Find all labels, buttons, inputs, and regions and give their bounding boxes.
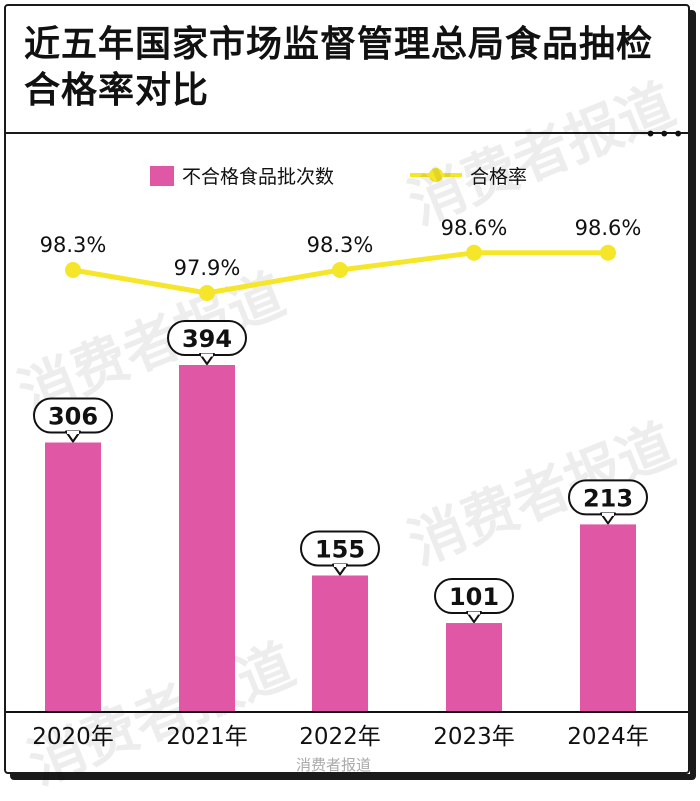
x-tick-label: 2021年 [166, 724, 248, 750]
legend: 不合格食品批次数 合格率 [0, 160, 700, 190]
bar-value-label: 306 [48, 403, 98, 431]
bar-value-label: 213 [583, 484, 633, 512]
legend-line-swatch [410, 168, 462, 182]
rate-point [332, 262, 348, 278]
more-options-icon[interactable]: ••• [644, 122, 686, 146]
bar-value-label: 394 [182, 325, 232, 353]
legend-bar-label: 不合格食品批次数 [182, 166, 335, 188]
card-shadow [10, 10, 696, 780]
rate-value-label: 97.9% [174, 256, 241, 280]
bar-value-label: 101 [449, 583, 499, 611]
legend-line-label: 合格率 [470, 166, 528, 188]
rate-point [466, 244, 482, 261]
rate-value-label: 98.6% [575, 216, 642, 240]
bar-2020年 [45, 442, 101, 712]
footer-credit: 消费者报道 [296, 756, 372, 774]
legend-bar-swatch [150, 166, 174, 186]
bar-2023年 [446, 623, 502, 712]
chart-title: 近五年国家市场监督管理总局食品抽检合格率对比 [24, 24, 654, 111]
rate-point [199, 285, 215, 301]
rate-point [600, 244, 616, 261]
bar-2021年 [179, 365, 235, 712]
x-tick-label: 2022年 [299, 724, 381, 750]
x-tick-label: 2020年 [32, 724, 114, 750]
x-tick-label: 2024年 [567, 724, 649, 750]
bar-2024年 [580, 524, 636, 712]
rate-value-label: 98.3% [40, 233, 107, 257]
title-divider [4, 132, 690, 134]
bar-2022年 [312, 575, 368, 712]
rate-point [65, 262, 81, 278]
rate-value-label: 98.6% [441, 216, 508, 240]
x-tick-label: 2023年 [433, 724, 515, 750]
rate-value-label: 98.3% [307, 233, 374, 257]
chart-canvas: 306 394 155 101 213 98.3% 97.9% 98.3% 98.6% 98.6%… [6, 216, 688, 750]
bar-value-label: 155 [315, 535, 365, 563]
